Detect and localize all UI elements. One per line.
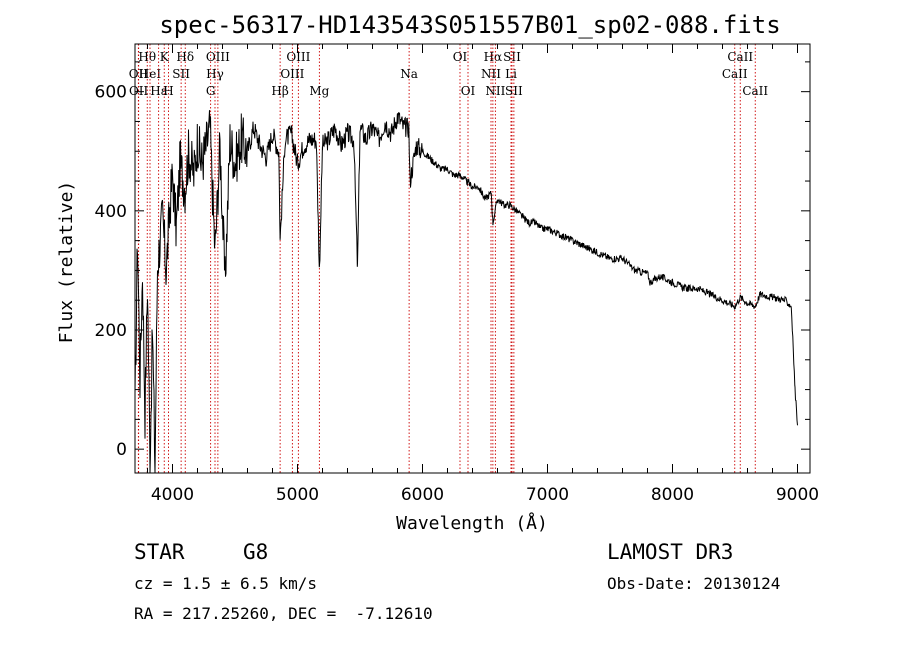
line-marker-label: CaII: [742, 84, 768, 98]
line-marker-label: SII: [172, 67, 190, 81]
line-marker-label: OII: [129, 84, 149, 98]
axis-tick-layer: 4000 5000 6000 7000 8000 9000 0 200 400 600: [95, 44, 819, 505]
line-marker-label: Li: [505, 67, 517, 81]
survey-name: LAMOST DR3: [607, 540, 734, 564]
line-marker-label: SII: [505, 84, 523, 98]
line-marker-label: NII: [485, 84, 505, 98]
line-marker-label: Na: [400, 67, 418, 81]
line-marker-label: OI: [453, 50, 468, 64]
spectrum-line: [134, 110, 798, 474]
observation-date: Obs-Date: 20130124: [607, 574, 781, 593]
line-marker-label: Hα: [484, 50, 503, 64]
y-tick-label: 600: [95, 83, 127, 103]
x-tick-label: 7000: [526, 485, 569, 505]
chart-title: spec-56317-HD143543S051557B01_sp02-088.f…: [159, 11, 780, 39]
line-marker-label: OII: [129, 67, 149, 81]
y-axis-label: Flux (relative): [56, 181, 77, 344]
line-marker-label: Hγ: [206, 67, 224, 81]
y-tick-label: 400: [95, 202, 127, 222]
x-tick-label: 6000: [401, 485, 444, 505]
line-marker-label: OIII: [206, 50, 230, 64]
x-axis-label: Wavelength (Å): [396, 512, 548, 534]
y-tick-label: 200: [95, 321, 127, 341]
line-marker-label: CaII: [727, 50, 753, 64]
line-marker-label: Hβ: [271, 84, 288, 98]
x-tick-label: 8000: [651, 485, 694, 505]
line-marker-label: Hθ: [138, 50, 156, 64]
line-marker-label: OI: [461, 84, 476, 98]
line-marker-label: Mg: [309, 84, 329, 98]
line-marker-label: OIII: [280, 67, 304, 81]
line-marker-label: NII: [481, 67, 501, 81]
line-marker-label: Hε: [150, 84, 167, 98]
line-marker-label: H: [163, 84, 173, 98]
x-tick-label: 4000: [151, 485, 194, 505]
coordinates: RA = 217.25260, DEC = -7.12610: [134, 604, 433, 623]
plot-frame: [134, 43, 811, 474]
line-marker-label: Hδ: [176, 50, 194, 64]
y-tick-label: 0: [116, 440, 127, 460]
x-tick-label: 5000: [276, 485, 319, 505]
redshift-cz: cz = 1.5 ± 6.5 km/s: [134, 574, 318, 593]
object-class: STAR: [134, 540, 185, 564]
line-marker-label: K: [160, 50, 170, 64]
line-marker-label: G: [206, 84, 216, 98]
x-tick-label: 9000: [776, 485, 819, 505]
line-marker-label: HeI: [139, 67, 162, 81]
line-marker-label: OIII: [286, 50, 310, 64]
object-subclass: G8: [243, 540, 269, 564]
line-marker-label: CaII: [722, 67, 748, 81]
line-marker-label: SII: [503, 50, 521, 64]
